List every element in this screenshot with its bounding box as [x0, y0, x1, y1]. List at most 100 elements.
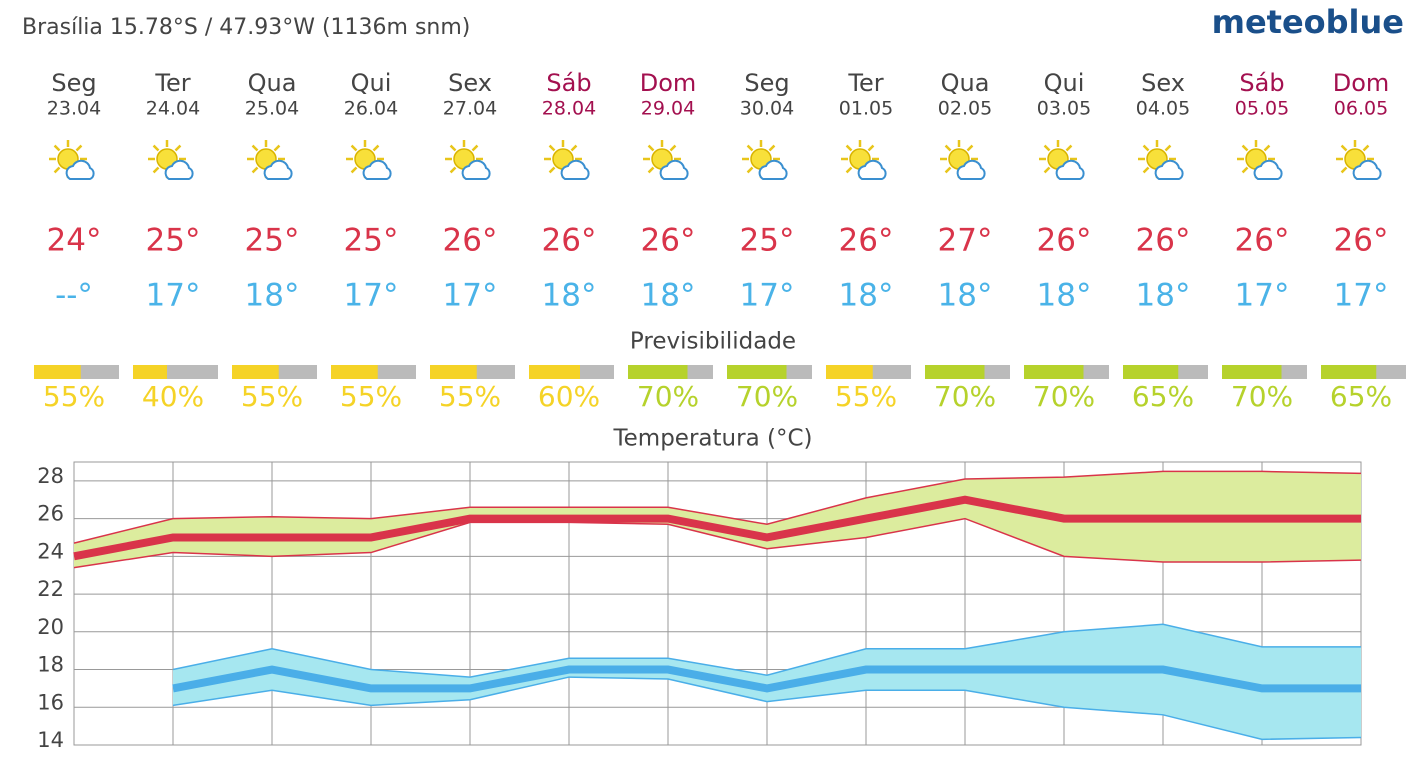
predictability-label: 55% [340, 380, 402, 413]
sun-ray [669, 144, 677, 152]
weather-icon [247, 140, 293, 180]
day-name: Sex [1141, 69, 1185, 97]
day-name: Qui [1044, 69, 1085, 97]
predictability-bar [34, 365, 81, 379]
sun-ray [845, 166, 853, 174]
min-temp: 18° [1037, 278, 1092, 314]
predictability-bar [925, 365, 985, 379]
day-date: 01.05 [839, 98, 893, 120]
predictability-bar [1321, 365, 1377, 379]
cloud [956, 159, 986, 180]
sun-ray [251, 166, 259, 174]
sun-ray [471, 144, 479, 152]
predictability-label: 70% [934, 380, 996, 413]
day-date: 29.04 [641, 98, 695, 120]
predictability-label: 55% [241, 380, 303, 413]
cloud [461, 159, 491, 180]
cloud [758, 159, 788, 180]
cloud [659, 159, 689, 180]
max-temp: 26° [641, 223, 696, 259]
min-temp: 17° [443, 278, 498, 314]
day-date: 26.04 [344, 98, 398, 120]
band-upper [73, 470, 1362, 544]
cloud [1154, 159, 1184, 180]
max-temp: 25° [245, 223, 300, 259]
day-date: 02.05 [938, 98, 992, 120]
predictability-bar [430, 365, 477, 379]
predictability-label: 70% [1033, 380, 1095, 413]
max-temp: 26° [1235, 223, 1290, 259]
predictability-label: 70% [1231, 380, 1293, 413]
sun-ray [1241, 144, 1249, 152]
sun-ray [1263, 144, 1271, 152]
sun-ray [966, 144, 974, 152]
weather-icon [643, 140, 689, 180]
predictability-label: 65% [1132, 380, 1194, 413]
max-temp: 26° [1037, 223, 1092, 259]
cloud [65, 159, 95, 180]
sun-ray [174, 144, 182, 152]
day-name: Seg [744, 69, 789, 97]
day-date: 23.04 [47, 98, 101, 120]
cloud [1055, 159, 1085, 180]
sun-ray [75, 144, 83, 152]
predictability-bar [826, 365, 873, 379]
y-tick-label: 24 [37, 539, 64, 563]
sun-ray [1065, 144, 1073, 152]
predictability-title: Previsibilidade [630, 329, 796, 355]
min-temp: 17° [1235, 278, 1290, 314]
cloud [263, 159, 293, 180]
day-date: 06.05 [1334, 98, 1388, 120]
predictability-bar [232, 365, 279, 379]
min-temp: 18° [839, 278, 894, 314]
predictability-bar [133, 365, 167, 379]
sun-ray [548, 166, 556, 174]
predictability-label: 70% [637, 380, 699, 413]
day-name: Sáb [1239, 69, 1284, 97]
min-temp: --° [55, 278, 93, 314]
sun-ray [1362, 144, 1370, 152]
y-tick-label: 20 [37, 615, 64, 639]
sun-ray [647, 166, 655, 174]
sun-ray [251, 144, 259, 152]
sun-ray [944, 144, 952, 152]
cloud [362, 159, 392, 180]
sun-ray [152, 166, 160, 174]
cloud [164, 159, 194, 180]
location: Brasília 15.78°S / 47.93°W (1136m snm) [22, 15, 470, 40]
cloud [857, 159, 887, 180]
day-date: 27.04 [443, 98, 497, 120]
weather-icon [445, 140, 491, 180]
max-temp: 26° [839, 223, 894, 259]
predictability-bar [727, 365, 787, 379]
day-date: 24.04 [146, 98, 200, 120]
band-lower [172, 676, 1362, 741]
day-date: 25.04 [245, 98, 299, 120]
y-tick-label: 26 [37, 502, 64, 526]
range-band [74, 471, 1361, 568]
y-tick-label: 22 [37, 577, 64, 601]
band-upper [172, 623, 1361, 678]
sun-ray [53, 166, 61, 174]
predictability-bar [529, 365, 580, 379]
weather-icon [49, 140, 95, 180]
predictability-label: 55% [835, 380, 897, 413]
weather-icon [544, 140, 590, 180]
y-tick-label: 16 [37, 690, 64, 714]
y-tick-label: 14 [37, 728, 64, 752]
max-temp: 25° [740, 223, 795, 259]
temp-line [172, 665, 1361, 693]
min-temp: 17° [146, 278, 201, 314]
day-name: Seg [51, 69, 96, 97]
predictability-bar [628, 365, 688, 379]
weather-icon [1237, 140, 1283, 180]
predictability-label: 55% [43, 380, 105, 413]
cloud [1352, 159, 1382, 180]
max-temp: 25° [146, 223, 201, 259]
max-temp: 24° [47, 223, 102, 259]
logo[interactable]: meteoblue [1212, 3, 1404, 41]
predictability-label: 40% [142, 380, 204, 413]
max-temp: 26° [443, 223, 498, 259]
max-temp: 26° [542, 223, 597, 259]
min-temp: 17° [740, 278, 795, 314]
